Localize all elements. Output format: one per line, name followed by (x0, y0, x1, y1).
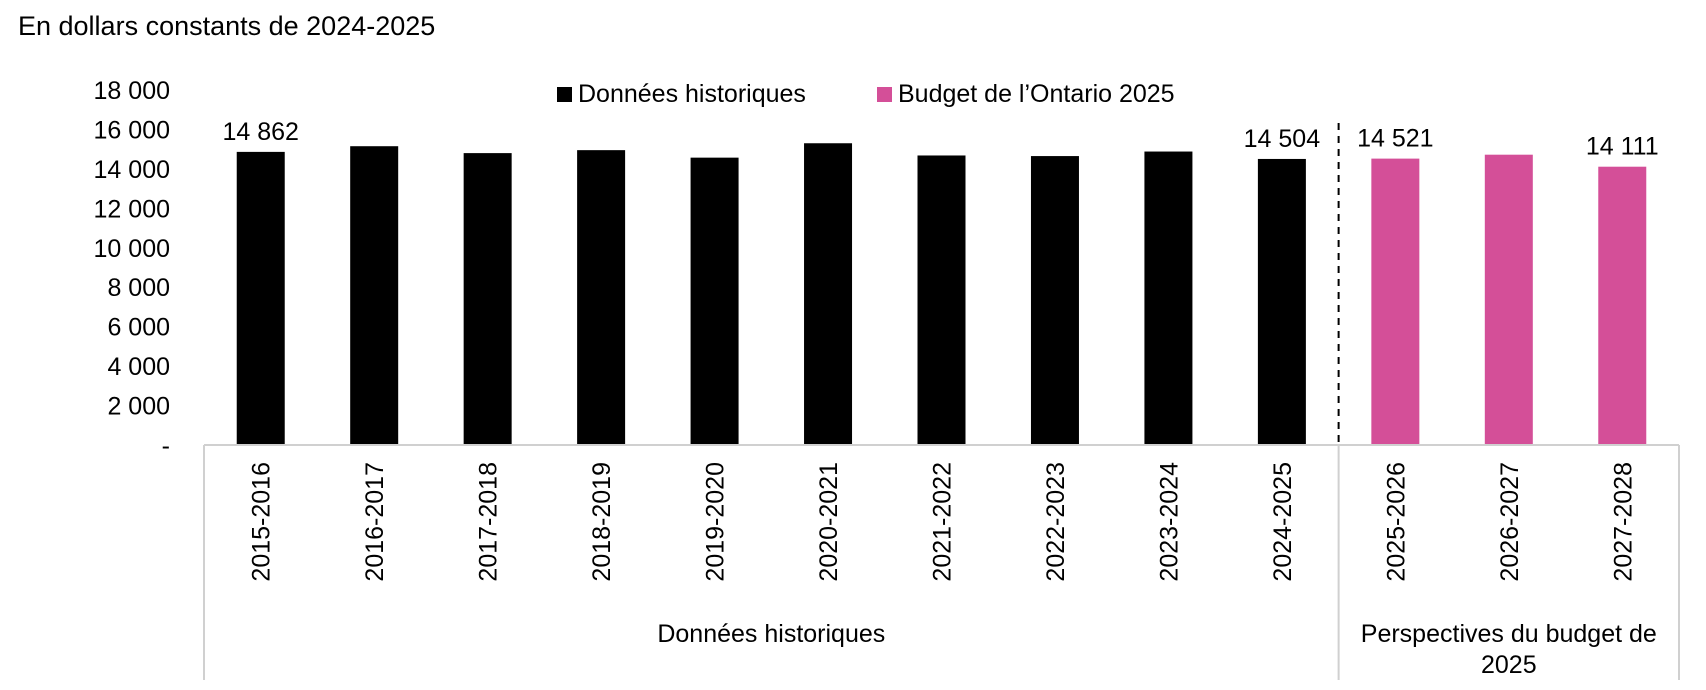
y-tick-label: 18 000 (94, 77, 170, 105)
bar (577, 150, 626, 445)
data-label: 14 111 (1586, 133, 1659, 161)
x-tick-label: 2018-2019 (588, 462, 616, 582)
bars (236, 143, 1647, 446)
y-tick-label: 10 000 (94, 235, 170, 263)
bar (1484, 154, 1533, 445)
x-axis: 2015-2016 2016-2017 2017-2018 2018-2019 2019… (203, 123, 1680, 680)
y-tick-label: 12 000 (94, 195, 170, 223)
legend-swatch-budget (877, 87, 892, 102)
data-label: 14 504 (1244, 125, 1321, 153)
bar (236, 151, 285, 445)
bar (1144, 151, 1193, 446)
bar (1371, 158, 1420, 445)
bar (1030, 156, 1079, 445)
x-tick-label: 2015-2016 (248, 462, 276, 582)
y-tick-label: 16 000 (94, 116, 170, 144)
x-tick-label: 2025-2026 (1382, 462, 1410, 582)
legend: Données historiques Budget de l’Ontario … (557, 80, 1175, 108)
legend-label-budget: Budget de l’Ontario 2025 (898, 80, 1175, 108)
bar (804, 143, 853, 445)
bar (350, 146, 399, 446)
x-tick-label: 2019-2020 (702, 462, 730, 582)
y-tick-label: 2 000 (107, 393, 170, 421)
data-labels: 14 862 14 504 14 521 14 111 (222, 118, 1658, 161)
bar (1598, 166, 1647, 446)
x-tick-label: 2022-2023 (1042, 462, 1070, 582)
y-tick-label: 14 000 (94, 156, 170, 184)
group-label: Perspectives du budget de (1361, 620, 1657, 648)
legend-swatch-historical (557, 87, 572, 102)
data-label: 14 521 (1357, 125, 1433, 153)
y-tick-label: 4 000 (107, 353, 170, 381)
x-tick-label: 2027-2028 (1609, 462, 1637, 582)
data-label: 14 862 (222, 118, 298, 146)
y-tick-label: 8 000 (107, 274, 170, 302)
group-label: Données historiques (657, 620, 885, 648)
chart-subtitle: En dollars constants de 2024-2025 (18, 11, 435, 41)
group-label: 2025 (1481, 651, 1537, 679)
y-axis: - 2 000 4 000 6 000 8 000 10 000 12 000 14 000 1… (94, 77, 170, 460)
legend-label-historical: Données historiques (578, 80, 806, 108)
bar (463, 153, 512, 445)
x-tick-label: 2026-2027 (1496, 462, 1524, 582)
bar (1257, 158, 1306, 445)
x-tick-label: 2024-2025 (1269, 462, 1297, 582)
y-tick-label: - (162, 432, 170, 460)
x-tick-label: 2017-2018 (475, 462, 503, 582)
bar (690, 157, 739, 445)
x-tick-label: 2021-2022 (929, 462, 957, 582)
x-tick-label: 2023-2024 (1155, 462, 1183, 582)
group-labels: Données historiques Perspectives du budge… (657, 620, 1656, 679)
x-tick-label: 2016-2017 (361, 462, 389, 582)
x-tick-label: 2020-2021 (815, 462, 843, 582)
bar (917, 155, 966, 445)
y-tick-label: 6 000 (107, 314, 170, 342)
